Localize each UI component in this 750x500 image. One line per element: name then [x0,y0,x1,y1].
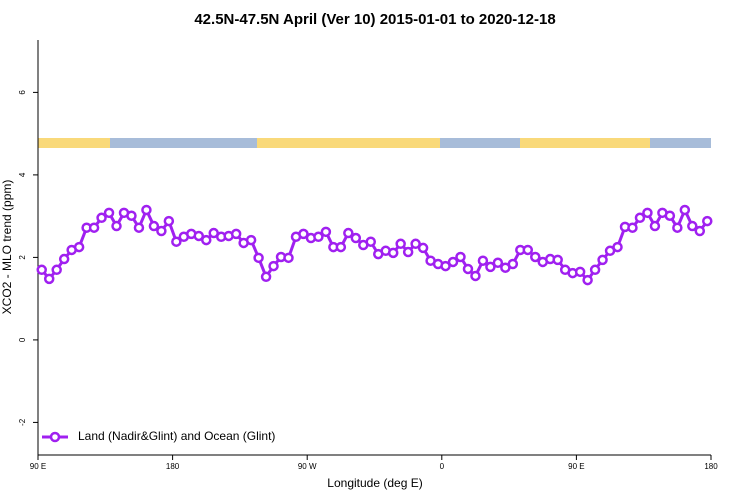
legend-label: Land (Nadir&Glint) and Ocean (Glint) [78,429,275,443]
point [103,207,115,219]
point [612,241,623,253]
point [642,207,653,219]
point [230,228,242,240]
point [283,252,294,264]
x-tick-label: 90 E [568,462,584,471]
point [530,251,541,263]
point [253,252,264,264]
y-tick-label: -2 [18,418,27,426]
point [462,263,474,275]
point [313,231,324,243]
x-tick-label: 90 E [30,462,46,471]
point [455,251,466,263]
chart-title: 42.5N-47.5N April (Ver 10) 2015-01-01 to… [194,11,555,28]
point [679,204,691,216]
point [111,220,122,232]
point [589,264,601,276]
point [627,222,638,233]
y-tick-label: 2 [18,255,27,260]
legend-marker [49,431,61,443]
x-axis-label: Longitude (deg E) [327,476,422,490]
point [417,242,429,254]
point [156,225,167,237]
point [387,247,399,259]
point [687,220,698,232]
point [73,241,85,253]
x-tick-label: 180 [166,462,180,471]
x-tick-label: 180 [704,462,718,471]
point [492,257,504,269]
point [552,254,563,266]
point [477,255,489,266]
land-ocean-strip [38,138,711,148]
point [36,264,47,276]
point [96,212,107,224]
point [245,234,257,246]
x-tick-label: 90 W [298,462,317,471]
point [141,204,152,216]
point [582,274,593,286]
point [43,273,55,285]
point [649,220,661,232]
point [507,258,519,270]
point [163,215,175,227]
point [193,230,205,242]
point [268,260,279,272]
point [522,244,534,256]
point [410,238,421,250]
point [365,236,377,247]
point [320,226,332,238]
point [343,227,354,239]
point [702,215,713,227]
point [485,261,496,273]
y-tick-label: 6 [18,90,27,95]
point [201,234,212,246]
y-tick-label: 4 [18,172,27,177]
point [574,266,586,278]
point [634,212,646,224]
point [350,232,362,244]
point [664,210,676,221]
point [126,210,137,221]
point [597,254,608,266]
point [470,270,481,282]
y-axis-label: XCO2 - MLO trend (ppm) [0,180,14,315]
point [672,222,683,233]
point [171,236,182,247]
point [88,222,100,233]
point [402,246,414,258]
x-tick-label: 0 [440,462,445,471]
y-tick-label: 0 [18,337,27,342]
point [58,253,70,265]
point [447,256,459,268]
point [440,260,451,272]
point [694,225,706,237]
point [51,264,62,276]
point [133,222,145,233]
point [335,241,347,253]
point [260,271,272,283]
point [148,220,160,232]
point [298,228,309,240]
point [395,238,406,250]
